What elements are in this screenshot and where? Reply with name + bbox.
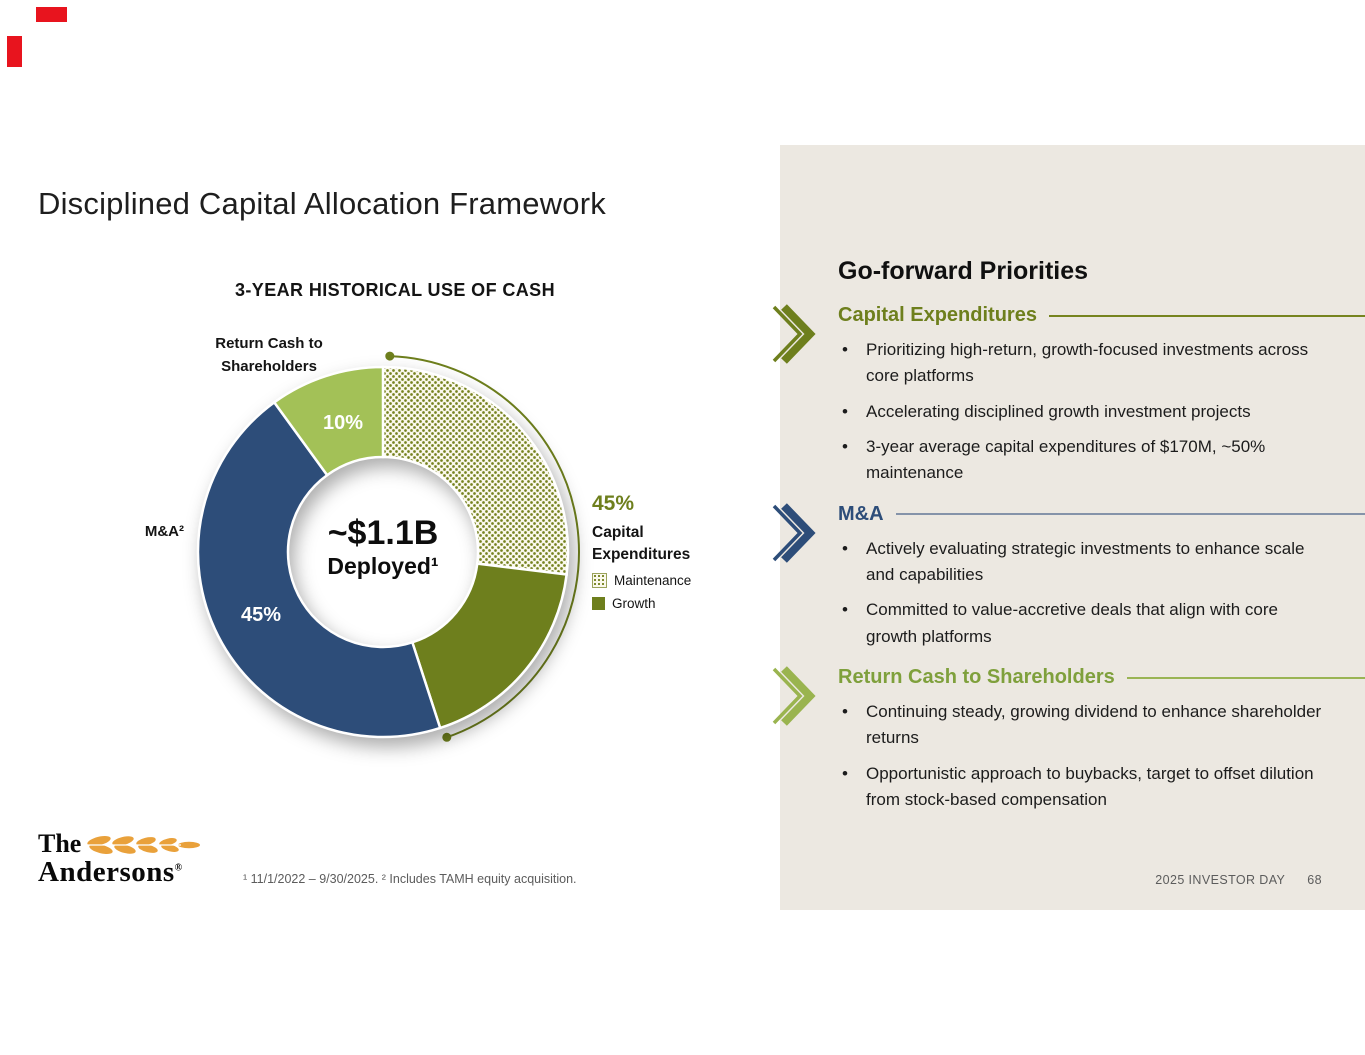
donut-center: ~$1.1B Deployed¹ bbox=[283, 514, 483, 580]
bullet-glyph: • bbox=[842, 340, 848, 359]
logo-name-text: Andersons® bbox=[38, 858, 208, 887]
bullet-glyph: • bbox=[842, 401, 848, 421]
bullet-item: • 3-year average capital expenditures of… bbox=[842, 434, 1365, 487]
pct-capex: 45% bbox=[592, 492, 635, 515]
arc-dot-bottom bbox=[442, 732, 452, 742]
legend-item-maintenance: Maintenance bbox=[592, 573, 732, 589]
section-rule bbox=[1126, 676, 1365, 679]
chevron-icon bbox=[772, 304, 816, 364]
deployed-amount: ~$1.1B bbox=[327, 514, 439, 552]
growth-swatch-icon bbox=[592, 597, 605, 611]
slice-ma bbox=[196, 400, 442, 739]
bullet-list: • Actively evaluating strategic investme… bbox=[842, 536, 1365, 650]
section-head: M&A bbox=[838, 503, 1365, 526]
page-number: 68 bbox=[1307, 873, 1322, 887]
bullet-glyph: • bbox=[842, 600, 848, 620]
label-return-cash: Return Cash to Shareholders bbox=[215, 335, 323, 376]
legend-item-growth: Growth bbox=[592, 596, 732, 611]
event-name: 2025 INVESTOR DAY bbox=[1155, 873, 1286, 887]
red-crop-mark-left bbox=[7, 36, 22, 67]
pct-ma: 45% bbox=[240, 604, 282, 626]
donut-chart bbox=[196, 351, 580, 742]
wheat-icon bbox=[87, 835, 201, 855]
slice-return-cash bbox=[272, 365, 385, 477]
logo-registered-mark: ® bbox=[174, 862, 183, 874]
bullet-list: • Continuing steady, growing dividend to… bbox=[842, 699, 1365, 813]
label-capex: Capital Expenditures bbox=[592, 524, 691, 563]
bullet-item: • Prioritizing high-return, growth-focus… bbox=[842, 337, 1365, 390]
deployed-label: Deployed¹ bbox=[327, 553, 439, 580]
section-return-cash: Return Cash to Shareholders • Continuing… bbox=[772, 666, 1365, 813]
logo-andersons: Andersons bbox=[38, 856, 175, 888]
section-head: Return Cash to Shareholders bbox=[838, 666, 1365, 689]
bullet-glyph: • bbox=[842, 437, 848, 457]
legend-label-maintenance: Maintenance bbox=[614, 573, 692, 589]
andersons-logo: The Andersons® bbox=[38, 831, 208, 887]
footnote: ¹ 11/1/2022 – 9/30/2025. ² Includes TAMH… bbox=[243, 872, 577, 886]
logo-the-text: The bbox=[38, 829, 82, 858]
maintenance-swatch-icon bbox=[592, 573, 607, 589]
bullet-item: • Actively evaluating strategic investme… bbox=[842, 536, 1365, 589]
bullet-item: • Continuing steady, growing dividend to… bbox=[842, 699, 1365, 752]
bullet-text: Continuing steady, growing dividend to e… bbox=[866, 702, 1322, 748]
section-title-return: Return Cash to Shareholders bbox=[838, 666, 1115, 689]
bullet-glyph: • bbox=[842, 702, 848, 722]
capex-callout: 45% Capital Expenditures Maintenance Gro… bbox=[592, 492, 732, 619]
bullet-text: Actively evaluating strategic investment… bbox=[866, 538, 1305, 585]
section-title-capex: Capital Expenditures bbox=[838, 304, 1037, 326]
chart-title: 3-YEAR HISTORICAL USE OF CASH bbox=[235, 280, 555, 300]
bullet-item: • Committed to value-accretive deals tha… bbox=[842, 597, 1365, 650]
arc-dot-top bbox=[385, 351, 395, 361]
legend-label-growth: Growth bbox=[612, 596, 656, 612]
section-rule bbox=[895, 513, 1365, 516]
section-title-ma: M&A bbox=[838, 502, 884, 525]
bullet-text: Committed to value-accretive deals that … bbox=[866, 600, 1278, 646]
page-title: Disciplined Capital Allocation Framework bbox=[38, 186, 606, 221]
red-crop-mark-top bbox=[36, 7, 67, 22]
slice-capex-growth bbox=[410, 562, 569, 730]
section-ma: M&A • Actively evaluating strategic inve… bbox=[772, 503, 1365, 650]
section-capital-expenditures: Capital Expenditures • Prioritizing high… bbox=[772, 304, 1365, 487]
label-ma: M&A² bbox=[144, 523, 184, 540]
donut-slices bbox=[196, 365, 570, 739]
bullet-text: Accelerating disciplined growth investme… bbox=[866, 401, 1251, 421]
capex-span-arc bbox=[385, 351, 580, 742]
chevron-icon bbox=[772, 666, 816, 726]
section-rule bbox=[1048, 314, 1365, 317]
bullet-glyph: • bbox=[842, 538, 848, 558]
chevron-icon bbox=[772, 502, 816, 563]
bullet-list: • Prioritizing high-return, growth-focus… bbox=[842, 337, 1365, 487]
bullet-text: 3-year average capital expenditures of $… bbox=[866, 437, 1266, 483]
bullet-item: • Opportunistic approach to buybacks, ta… bbox=[842, 761, 1365, 814]
priorities-heading: Go-forward Priorities bbox=[838, 257, 1089, 285]
bullet-text: Opportunistic approach to buybacks, targ… bbox=[866, 763, 1314, 810]
slice-capex-maintenance bbox=[381, 365, 570, 576]
bullet-glyph: • bbox=[842, 763, 848, 783]
pct-return-cash: 10% bbox=[322, 412, 364, 434]
bullet-item: • Accelerating disciplined growth invest… bbox=[842, 399, 1365, 425]
priorities-panel: Go-forward Priorities Capital Expenditur… bbox=[772, 145, 1365, 910]
bullet-text: Prioritizing high-return, growth-focused… bbox=[866, 340, 1309, 386]
section-head: Capital Expenditures bbox=[838, 304, 1365, 327]
logo-top-row: The bbox=[38, 831, 208, 857]
footer-event-line: 2025 INVESTOR DAY 68 bbox=[1155, 873, 1322, 887]
